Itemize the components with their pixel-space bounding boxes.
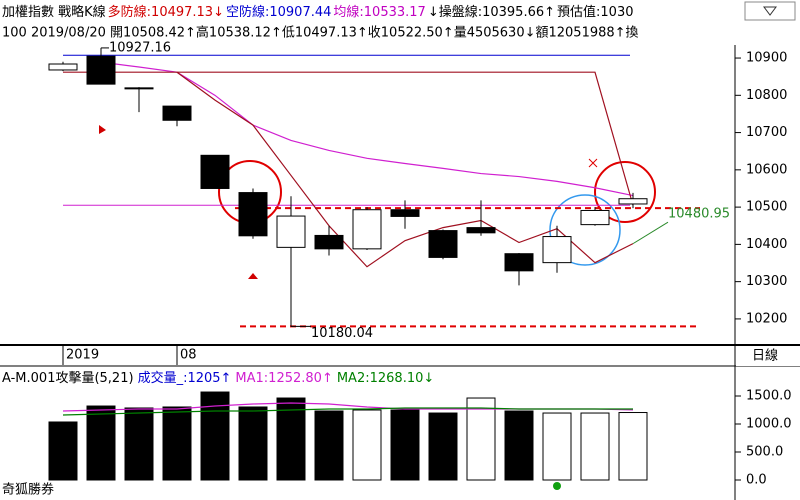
y-tick-label: 500.0: [746, 445, 783, 460]
y-tick-label: 1500.0: [746, 389, 792, 404]
candle-body: [48, 63, 78, 71]
indicator-line: [100, 61, 634, 197]
highlight-circle: [594, 161, 656, 223]
volume-bar: [580, 412, 610, 481]
period-box: [736, 346, 800, 366]
dropdown-icon: [763, 6, 777, 16]
y-tick-label: 0.0: [746, 473, 767, 488]
candle-body: [86, 55, 116, 85]
indicator-line: [63, 71, 634, 206]
annotation: 10480.95: [668, 207, 730, 222]
candle-body: [618, 198, 648, 205]
candle-body: [580, 209, 610, 226]
header-item: 均線:10533.17: [333, 4, 425, 20]
candle-body: [238, 192, 268, 237]
volume-title-item: MA1:1252.80↑: [235, 371, 332, 386]
candle-body: [276, 215, 306, 248]
candle-body: [200, 154, 230, 189]
candle-body: [466, 227, 496, 234]
y-tick-label: 10500: [746, 200, 787, 215]
footer: 奇狐勝券: [2, 482, 54, 498]
volume-title-item: 成交量_:1205↑: [138, 370, 232, 386]
y-tick-label: 10900: [746, 51, 787, 66]
annotation: 10927.16: [109, 40, 171, 55]
header-item: 預估值:1030: [557, 4, 633, 20]
y-tick-label: 10800: [746, 88, 787, 103]
y-tick-label: 10400: [746, 237, 787, 252]
signal-marker: [248, 273, 258, 279]
candle-body: [428, 230, 458, 258]
volume-bar: [238, 406, 268, 481]
volume-bar: [390, 409, 420, 481]
header-line2: 100 2019/08/20 開10508.42↑高10538.12↑低1049…: [2, 25, 639, 41]
y-tick-label: 1000.0: [746, 417, 792, 432]
y-tick-label: 10300: [746, 274, 787, 289]
header: 加權指數 戰略K線 多防線:10497.13↓ 空防線:10907.44 均線:105…: [2, 4, 639, 41]
signal-dot: [553, 482, 561, 490]
signal-marker: [99, 125, 106, 134]
y-tick-label: 10700: [746, 125, 787, 140]
annotation: 10180.04: [311, 326, 373, 341]
volume-bar: [48, 421, 78, 481]
volume-title: A-M.001攻擊量(5,21) 成交量_:1205↑ MA1:1252.80↑ MA…: [2, 370, 434, 386]
volume-bar: [352, 409, 382, 481]
annotation-leader: [632, 221, 669, 245]
x-tick-label: 2019: [66, 348, 99, 363]
volume-bar: [618, 412, 648, 481]
volume-bar: [276, 397, 306, 481]
volume-bar: [428, 412, 458, 481]
y-tick-label: 10600: [746, 162, 787, 177]
header-line1: 加權指數 戰略K線 多防線:10497.13↓ 空防線:10907.44 均線:105…: [2, 4, 634, 20]
volume-bar: [124, 407, 154, 481]
candle-body: [124, 87, 154, 90]
volume-bar: [466, 397, 496, 481]
volume-title-item: MA2:1268.10↓: [337, 371, 434, 386]
candle-body: [390, 209, 420, 217]
x-tick-label: 08: [180, 348, 197, 363]
volume-title-item: A-M.001攻擊量(5,21): [2, 370, 134, 386]
volume-bar: [504, 410, 534, 481]
volume-bar: [162, 406, 192, 481]
header-item: ↓操盤線:10395.66↑: [428, 4, 555, 20]
signal-marker: [588, 158, 598, 168]
volume-bar: [314, 410, 344, 481]
dropdown-button[interactable]: [744, 1, 796, 21]
header-item: 空防線:10907.44: [226, 4, 331, 20]
candle-body: [352, 209, 382, 250]
candle-body: [542, 236, 572, 264]
candle-body: [314, 234, 344, 250]
y-tick-label: 10200: [746, 311, 787, 326]
candle-body: [162, 105, 192, 121]
volume-bar: [542, 412, 572, 481]
highlight-circle: [549, 194, 621, 266]
footer-bg: [0, 481, 70, 500]
period-label: 日線: [752, 348, 778, 364]
candle-body: [504, 253, 534, 272]
header-item: 多防線:10497.13↓: [108, 4, 224, 20]
volume-ma-line: [62, 407, 634, 416]
volume-bar: [86, 405, 116, 481]
header-item: 加權指數 戰略K線: [2, 4, 106, 20]
